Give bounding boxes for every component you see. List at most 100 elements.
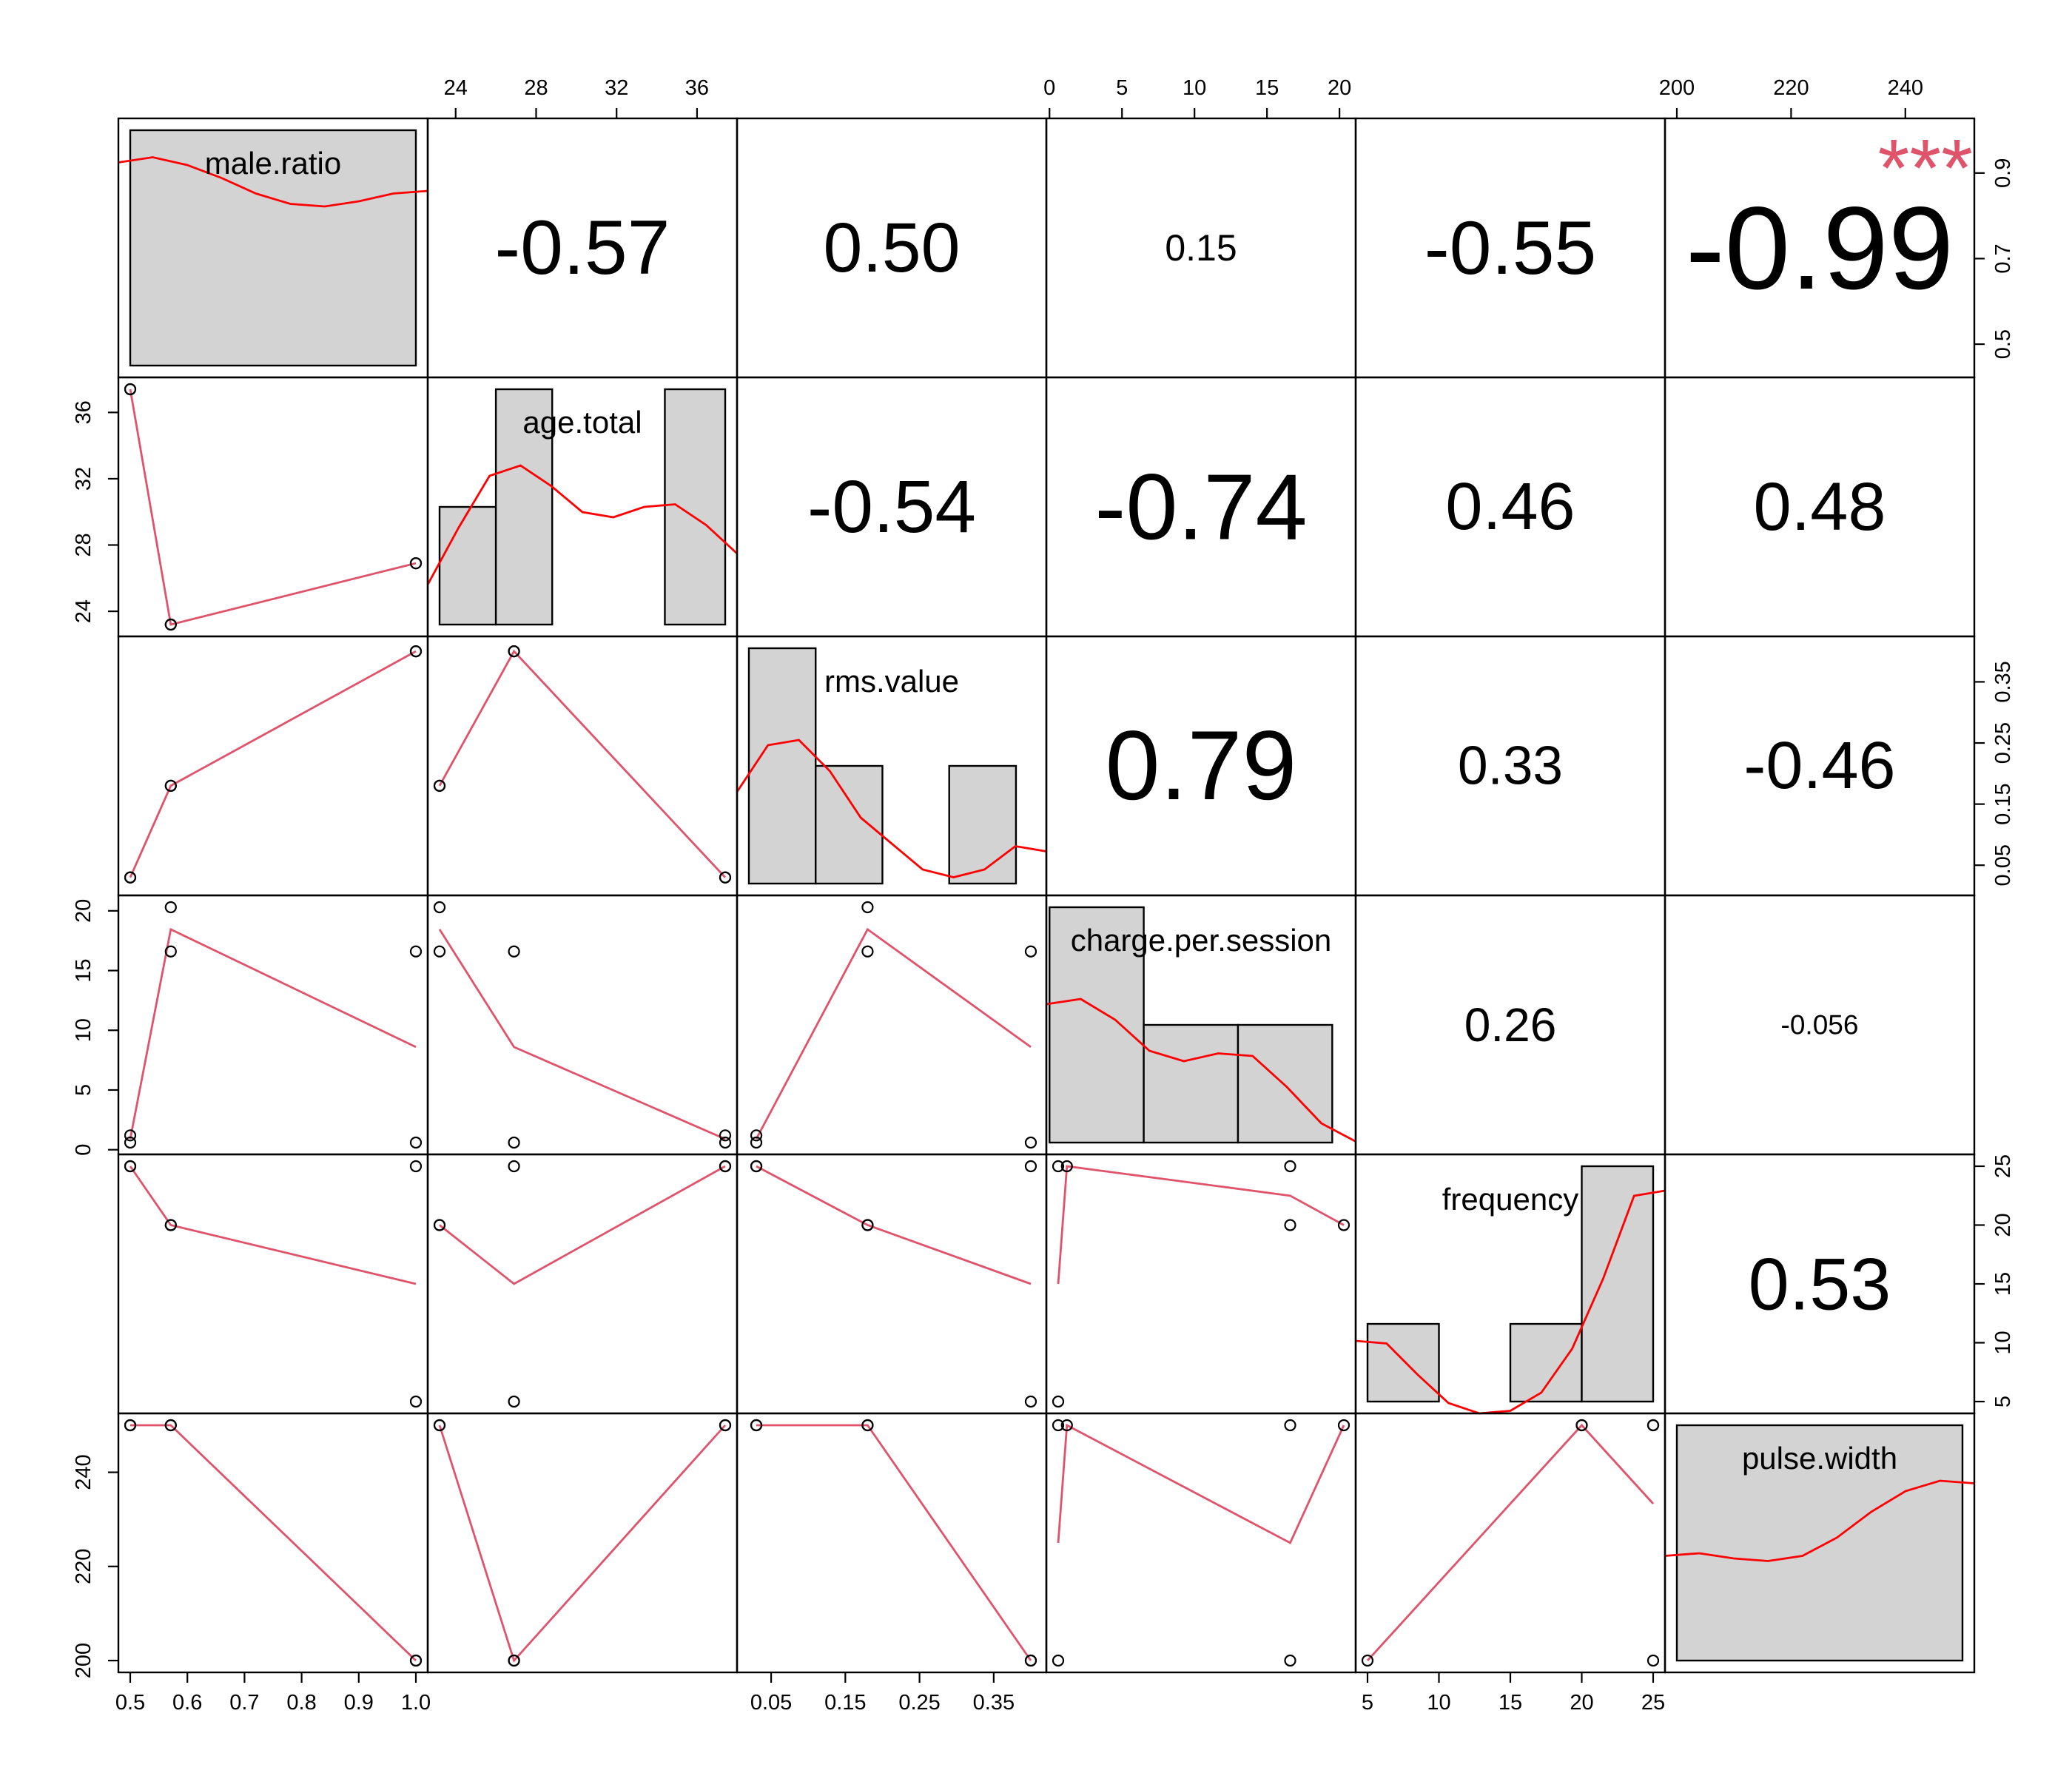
panel-border-pulse.width-age.total (426, 1412, 739, 1674)
panel-border-frequency-age.total (426, 1153, 739, 1415)
data-point-pulse.width-frequency-5 (1646, 1654, 1660, 1667)
tick-label-left-pulse.width-200: 200 (72, 1643, 95, 1678)
data-point-frequency-rms.value-3 (861, 1219, 874, 1231)
histogram-bar-charge.per.session-0 (1049, 906, 1145, 1144)
data-point-age.total-male.ratio-2 (124, 383, 137, 396)
panels-layer: male.ratio -0.57 0.50 0.15 -0.55 -0.99*** age.… (117, 117, 1976, 1674)
data-point-pulse.width-rms.value-5 (1024, 1654, 1037, 1667)
tick-label-bottom-male.ratio-0.6: 0.6 (172, 1691, 202, 1715)
correlation-label-age.total-rms.value: -0.54 (807, 465, 976, 548)
correlation-label-rms.value-charge.per.session: 0.79 (1106, 711, 1297, 821)
correlation-label-male.ratio-age.total: -0.57 (494, 205, 670, 291)
data-point-charge.per.session-rms.value-5 (1024, 945, 1037, 958)
data-point-charge.per.session-age.total-2 (719, 1136, 732, 1149)
data-point-charge.per.session-rms.value-1 (861, 901, 874, 914)
tick-label-top-pulse.width-220: 220 (1773, 76, 1809, 100)
tick-label-bottom-frequency-25: 25 (1641, 1691, 1665, 1715)
data-point-charge.per.session-male.ratio-4 (409, 1136, 423, 1149)
data-point-rms.value-male.ratio-2 (124, 871, 137, 884)
histogram-bar-age.total-1 (494, 388, 554, 626)
variable-label-male.ratio: male.ratio (205, 146, 341, 181)
density-curve-pulse.width (1664, 1479, 1975, 1562)
panel-charge.per.session-pulse.width: -0.056 (1664, 894, 1976, 1156)
tick-label-top-age.total-24: 24 (444, 76, 468, 100)
correlation-label-male.ratio-charge.per.session: 0.15 (1165, 227, 1237, 269)
data-point-pulse.width-male.ratio-5 (409, 1654, 423, 1667)
data-point-age.total-male.ratio-3 (164, 618, 177, 631)
histogram-bar-frequency-2 (1509, 1322, 1583, 1403)
panel-border-charge.per.session-age.total (426, 894, 739, 1156)
panel-border-pulse.width-male.ratio (117, 1412, 429, 1674)
tick-label-right-frequency-25: 25 (1991, 1154, 2015, 1178)
histogram-bar-rms.value-3 (948, 764, 1018, 885)
data-point-rms.value-male.ratio-3 (164, 779, 177, 792)
data-point-charge.per.session-male.ratio-0 (124, 1129, 137, 1142)
panel-charge.per.session-male.ratio (117, 894, 429, 1156)
significance-stars-male.ratio-pulse.width: *** (1878, 123, 1973, 214)
tick-label-bottom-male.ratio-0.5: 0.5 (115, 1691, 145, 1715)
smoother-line-rms.value-age.total (438, 649, 727, 878)
density-curve-rms.value (736, 739, 1047, 878)
histogram-bar-charge.per.session-1 (1143, 1023, 1240, 1144)
tick-label-right-male.ratio-0.5: 0.5 (1991, 329, 2015, 359)
tick-label-right-frequency-10: 10 (1991, 1331, 2015, 1354)
panel-charge.per.session-rms.value (736, 894, 1048, 1156)
tick-label-left-charge.per.session-10: 10 (72, 1018, 95, 1042)
smoother-line-charge.per.session-rms.value (755, 927, 1032, 1140)
panel-rms.value-rms.value: rms.value (736, 635, 1048, 897)
smoother-line-rms.value-male.ratio (129, 650, 417, 878)
data-point-pulse.width-charge.per.session-4 (1052, 1654, 1065, 1667)
data-point-frequency-charge.per.session-0 (1060, 1160, 1073, 1173)
panel-frequency-age.total (426, 1153, 739, 1415)
data-point-charge.per.session-age.total-4 (508, 1136, 520, 1149)
histogram-bar-rms.value-0 (747, 647, 817, 885)
tick-label-top-age.total-36: 36 (685, 76, 709, 100)
data-point-frequency-charge.per.session-3 (1284, 1219, 1296, 1231)
tick-label-left-charge.per.session-20: 20 (72, 899, 95, 923)
data-point-age.total-male.ratio-5 (409, 557, 423, 570)
variable-label-rms.value: rms.value (824, 664, 959, 699)
data-point-pulse.width-age.total-5 (508, 1654, 520, 1667)
tick-label-bottom-rms.value-0.25: 0.25 (898, 1691, 940, 1715)
panel-frequency-pulse.width: 0.53 (1664, 1153, 1976, 1415)
tick-label-right-frequency-15: 15 (1991, 1272, 2015, 1296)
tick-label-left-charge.per.session-0: 0 (72, 1144, 95, 1156)
panel-rms.value-charge.per.session: 0.79 (1045, 635, 1357, 897)
panel-border-age.total-male.ratio (117, 376, 429, 638)
tick-label-top-pulse.width-200: 200 (1659, 76, 1695, 100)
tick-label-bottom-frequency-20: 20 (1570, 1691, 1593, 1715)
data-point-frequency-charge.per.session-5 (1284, 1160, 1296, 1173)
tick-label-top-charge.per.session-15: 15 (1255, 76, 1279, 100)
smoother-line-frequency-charge.per.session (1057, 1165, 1345, 1285)
histogram-bar-age.total-0 (438, 505, 497, 626)
panel-border-rms.value-male.ratio (117, 635, 429, 897)
tick-label-left-charge.per.session-5: 5 (72, 1084, 95, 1096)
panel-pulse.width-frequency (1354, 1412, 1666, 1674)
data-point-charge.per.session-rms.value-3 (861, 945, 874, 958)
smoother-line-pulse.width-male.ratio (130, 1424, 417, 1662)
tick-label-bottom-frequency-15: 15 (1498, 1691, 1522, 1715)
panel-frequency-male.ratio (117, 1153, 429, 1415)
histogram-bar-pulse.width-0 (1675, 1424, 1964, 1662)
data-point-charge.per.session-rms.value-0 (750, 1129, 763, 1142)
data-point-frequency-charge.per.session-1 (1337, 1219, 1350, 1231)
data-point-charge.per.session-age.total-5 (508, 945, 520, 958)
data-point-charge.per.session-male.ratio-3 (164, 945, 177, 958)
correlation-label-male.ratio-pulse.width: -0.99 (1686, 182, 1954, 314)
variable-label-pulse.width: pulse.width (1742, 1441, 1897, 1476)
tick-label-left-pulse.width-220: 220 (72, 1549, 95, 1584)
density-curve-frequency (1355, 1189, 1666, 1415)
data-point-frequency-age.total-4 (508, 1395, 520, 1408)
data-point-frequency-male.ratio-3 (164, 1219, 177, 1231)
data-point-frequency-rms.value-2 (750, 1160, 763, 1173)
tick-label-left-pulse.width-240: 240 (72, 1454, 95, 1490)
data-point-pulse.width-frequency-4 (1361, 1654, 1374, 1667)
data-point-charge.per.session-age.total-0 (719, 1129, 732, 1142)
tick-label-right-frequency-20: 20 (1991, 1213, 2015, 1237)
tick-label-left-age.total-36: 36 (72, 400, 95, 424)
smoother-line-frequency-age.total (439, 1165, 726, 1285)
data-point-frequency-age.total-5 (508, 1160, 520, 1173)
panel-age.total-male.ratio (117, 376, 429, 638)
panel-male.ratio-charge.per.session: 0.15 (1045, 117, 1357, 379)
tick-label-top-charge.per.session-20: 20 (1328, 76, 1351, 100)
